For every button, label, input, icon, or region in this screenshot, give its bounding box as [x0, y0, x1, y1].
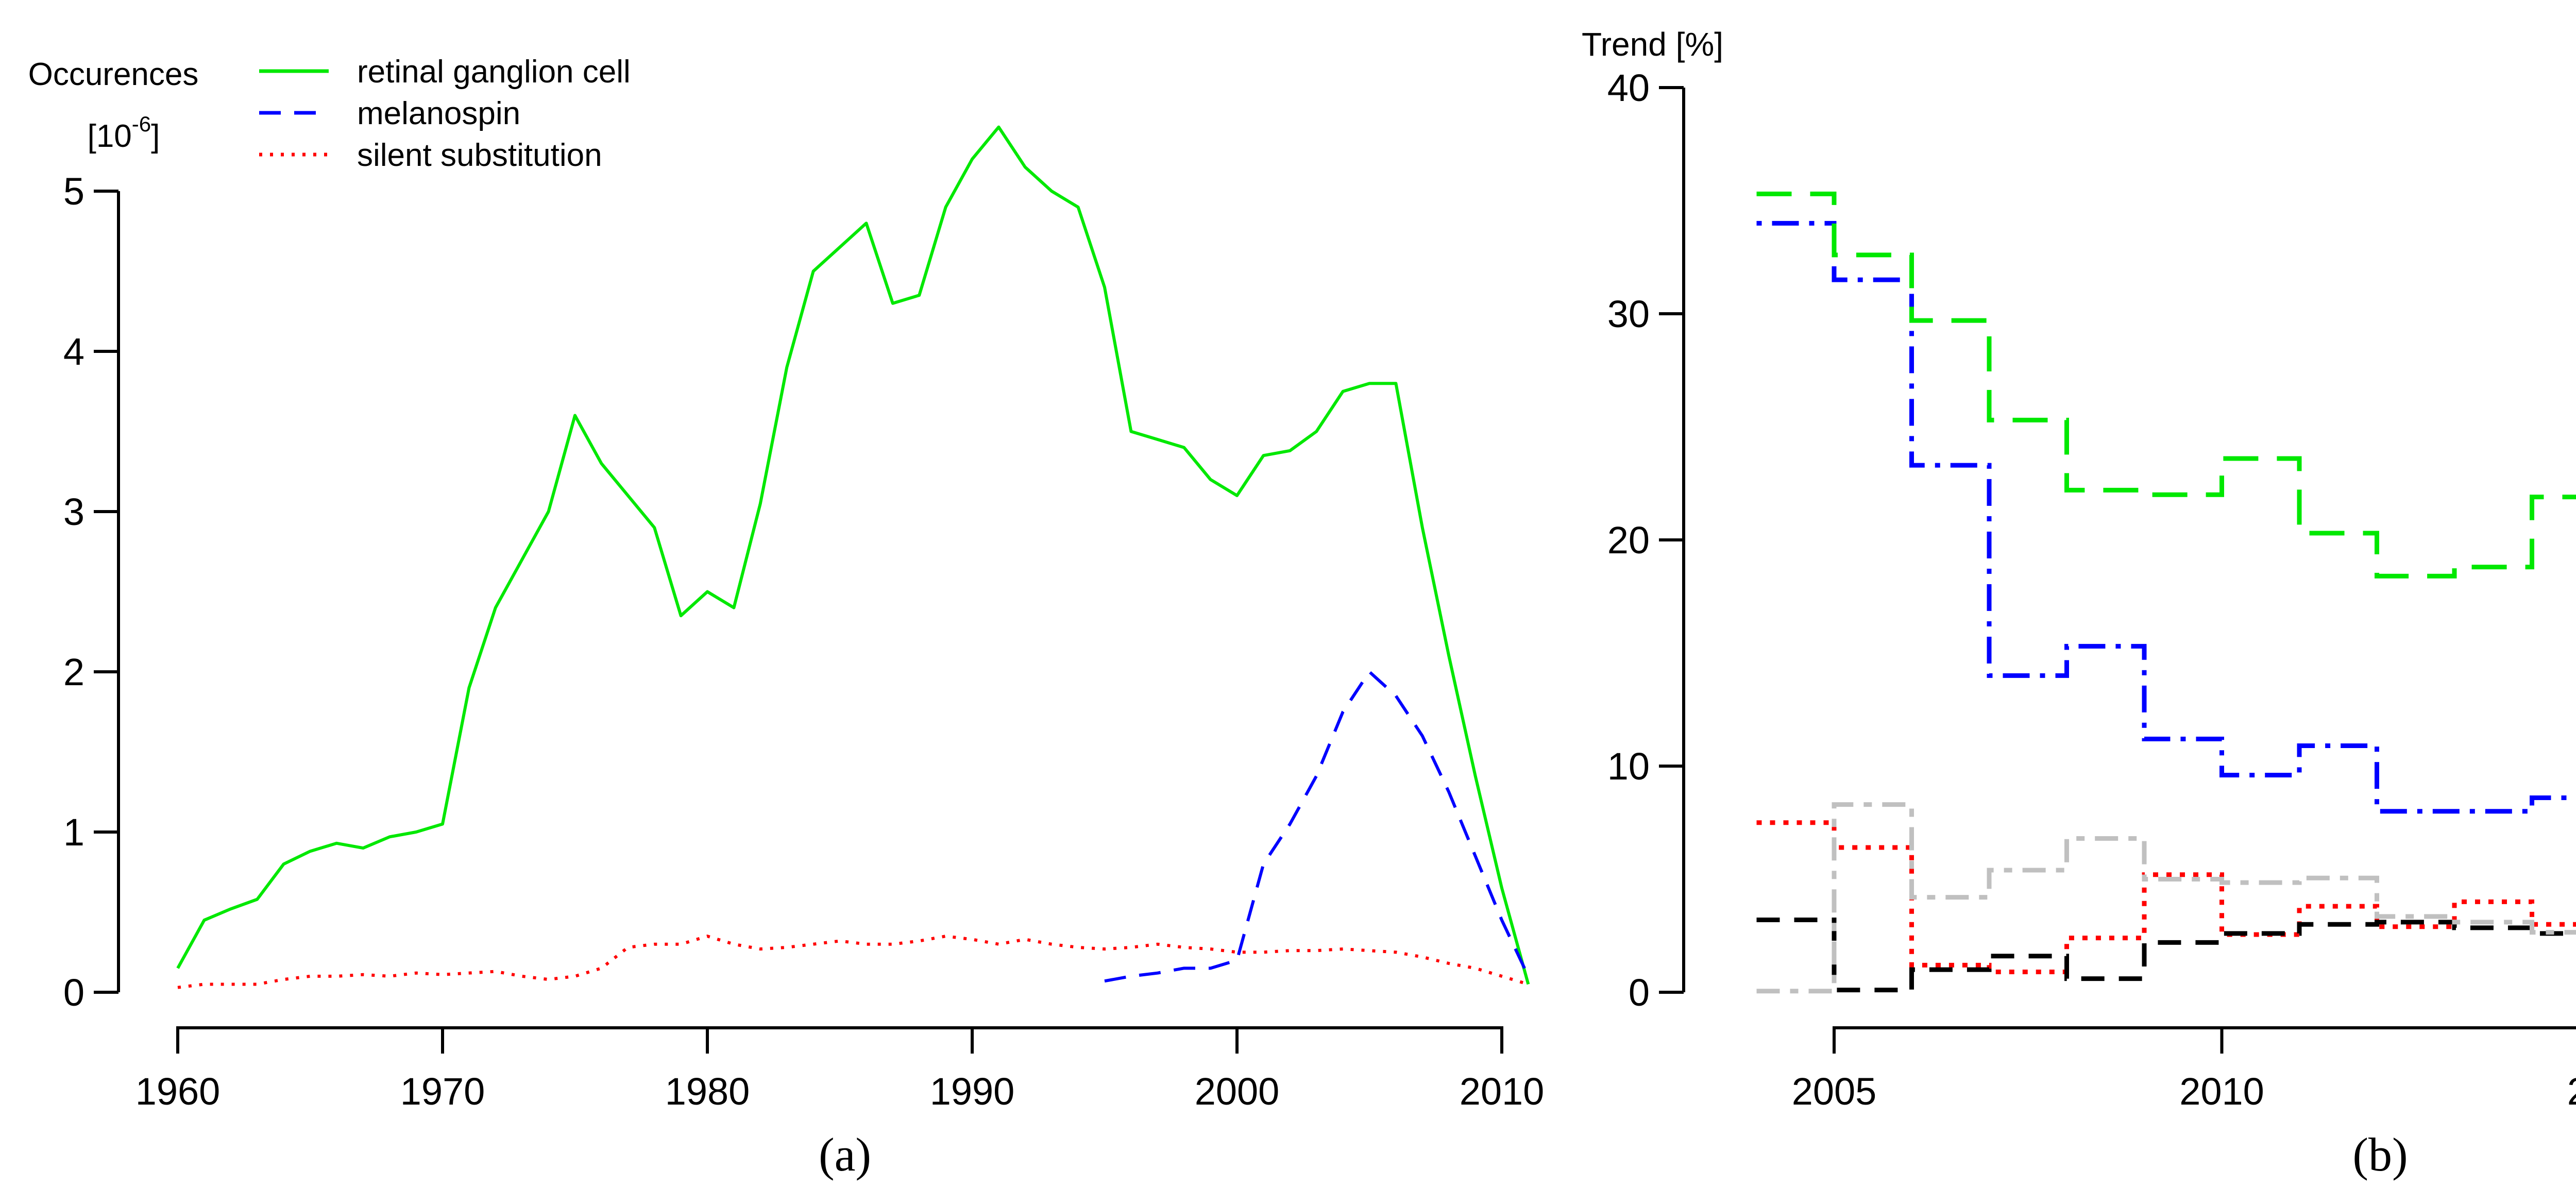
series-step-prgc-panel-b: [1756, 191, 2576, 579]
panel-b-y-tick-label-40: 40: [1607, 66, 1650, 109]
panel-a-x-tick-label-1970: 1970: [400, 1070, 485, 1113]
series-step-silent-substitution-panel-b: [1756, 820, 2576, 974]
series-step-mrgc-panel-b: [1756, 802, 2576, 994]
panel-b-x-tick-label-2010: 2010: [2179, 1070, 2264, 1113]
panel-a-y-tick-label-2: 2: [63, 651, 84, 693]
panel-a-series: [176, 125, 1530, 989]
panel-b-y-tick-label-20: 20: [1607, 519, 1650, 562]
panel-b-x-tick-label-2015: 2015: [2567, 1070, 2576, 1113]
panel-b-series: [1756, 191, 2576, 994]
series-step-melanopsin-panel-b: [1756, 221, 2576, 814]
panel-a-axes: 0 1 2 3 4 5 1960 1970 1980 1990 2000 2010: [63, 170, 1544, 1113]
series-line-silent-substitution-panel-a: [177, 935, 1529, 989]
panel-b-y-tick-label-10: 10: [1607, 745, 1650, 788]
panel-a-y-axis-title-line2: [10-6]: [88, 112, 160, 154]
series-line-melanospin-panel-a: [1104, 670, 1530, 983]
series-step-iprgc-panel-b: [1756, 918, 2576, 993]
panel-a-y-axis-title-line1: Occurences: [28, 57, 199, 92]
legend-a-label-melanospin: melanospin: [357, 96, 520, 131]
panel-b-trend-chart: Trend [%] 0102030402005201020152020 sile…: [1582, 26, 2576, 1181]
panel-a-x-tick-label-2000: 2000: [1195, 1070, 1280, 1113]
legend-a-label-silent-substitution: silent substitution: [357, 138, 602, 173]
panel-a-y-tick-label-5: 5: [63, 170, 84, 213]
panel-a-y-tick-label-4: 4: [63, 330, 84, 373]
panel-b-y-tick-label-0: 0: [1629, 971, 1650, 1014]
panel-b-y-axis-title: Trend [%]: [1582, 26, 1723, 63]
panel-b-y-tick-label-30: 30: [1607, 293, 1650, 335]
panel-b-axes: 0102030402005201020152020: [1607, 66, 2576, 1113]
panel-b-x-tick-label-2005: 2005: [1792, 1070, 1877, 1113]
panel-a-legend: retinal ganglion cell melanospin silent su…: [259, 54, 631, 173]
panel-a-x-tick-label-1990: 1990: [930, 1070, 1015, 1113]
caption-a: (a): [819, 1128, 871, 1181]
panel-a-occurrences-chart: Occurences [10-6] 0 1 2 3 4 5 1960 1970 1980 1990…: [28, 54, 1545, 1181]
panel-a-x-tick-label-1980: 1980: [665, 1070, 750, 1113]
panel-a-x-tick-label-2010: 2010: [1460, 1070, 1545, 1113]
series-line-retinal-ganglion-cell-panel-a: [176, 125, 1530, 985]
panel-a-y-tick-label-3: 3: [63, 490, 84, 533]
panel-a-y-tick-label-1: 1: [63, 811, 84, 854]
legend-a-label-retinal-ganglion-cell: retinal ganglion cell: [357, 54, 631, 90]
panel-a-x-tick-label-1960: 1960: [135, 1070, 221, 1113]
panel-a-y-tick-label-0: 0: [63, 971, 84, 1014]
caption-b: (b): [2352, 1128, 2408, 1181]
